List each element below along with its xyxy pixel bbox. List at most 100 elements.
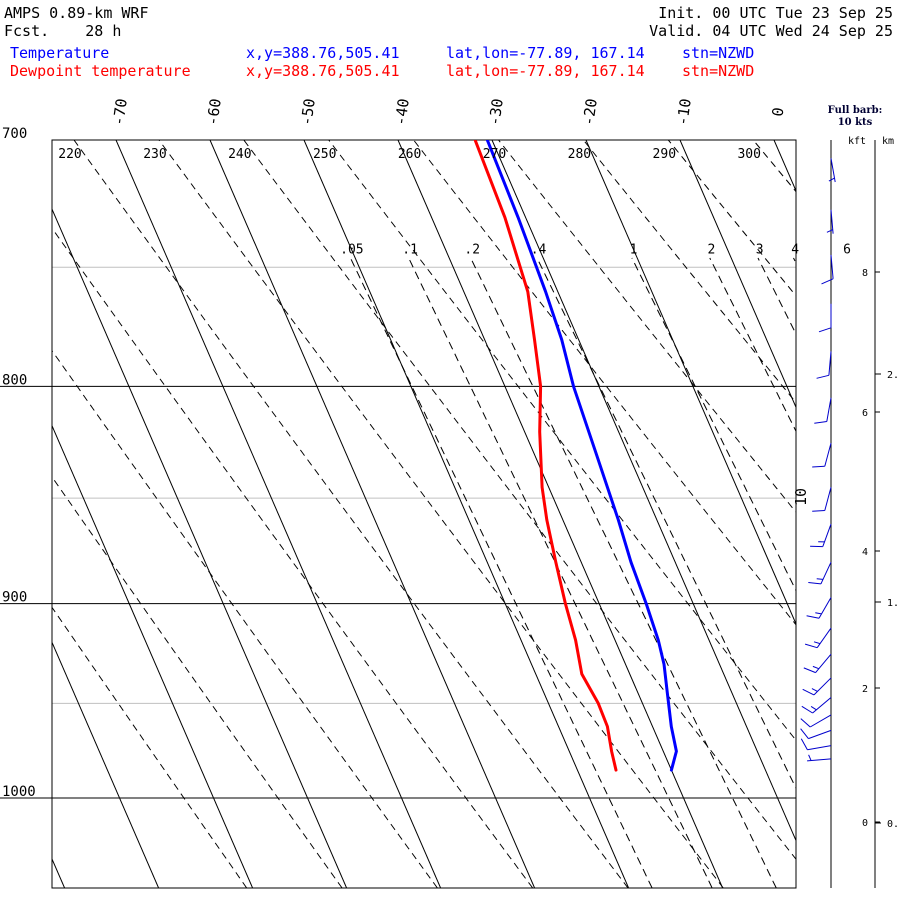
- isotherm-10: [868, 140, 900, 888]
- wind-barb: [803, 653, 832, 674]
- dry-adiabat-290: [667, 140, 796, 297]
- dry-adiabat-200: [52, 349, 438, 888]
- adiabat-label-290: 290: [653, 147, 676, 162]
- isotherm--60: [209, 140, 536, 888]
- adiabat-label-300: 300: [737, 147, 760, 162]
- fcst-value: 28 h: [85, 22, 122, 40]
- wind-barb-full-flag: [814, 421, 827, 424]
- mixing-ratio-line-3: [757, 257, 796, 336]
- dry-adiabats: [52, 140, 796, 888]
- valid-label: Valid.: [649, 22, 704, 40]
- wind-barb: [821, 254, 834, 285]
- legend-temperature-latlon: lat,lon=-77.89, 167.14: [446, 44, 645, 62]
- dry-adiabat-220: [73, 140, 629, 888]
- wind-barb-staff: [808, 729, 832, 740]
- wind-barb-full-flag: [800, 728, 809, 739]
- wind-barb-staff: [830, 254, 834, 279]
- mixing-ratio-line-.2: [470, 257, 777, 888]
- legend-temperature-xy: x,y=388.76,505.41: [246, 44, 400, 62]
- legend-dewpoint-name: Dewpoint temperature: [10, 62, 191, 80]
- forecast-hour: Fcst. 28 h: [4, 22, 121, 40]
- side-label: 10: [792, 488, 810, 506]
- wind-barb: [801, 697, 832, 714]
- adiabat-label-280: 280: [568, 147, 591, 162]
- dry-adiabat-300: [752, 140, 796, 193]
- wind-barb-full-flag: [812, 465, 825, 468]
- wind-barb-staff: [812, 697, 832, 714]
- dry-adiabat-230: [158, 140, 724, 888]
- wind-barb: [808, 561, 832, 585]
- isotherm--30: [491, 140, 796, 842]
- wind-barb-half-flag: [812, 665, 819, 670]
- wind-barb-full-flag: [800, 718, 811, 728]
- wind-barb: [828, 158, 836, 183]
- wind-barb-half-flag: [810, 705, 817, 711]
- wind-barb: [800, 738, 832, 751]
- wind-barb-staff: [813, 677, 832, 696]
- wind-barb-staff: [824, 487, 832, 511]
- mixing-ratio-label-1: 1: [630, 242, 638, 257]
- wind-barb: [804, 627, 832, 649]
- fcst-label: Fcst.: [4, 22, 50, 40]
- dry-adiabat-180: [52, 606, 248, 888]
- mixing-ratio-line-.4: [536, 257, 796, 790]
- kft-label: kft: [848, 136, 866, 147]
- kft-tick-label-0: 0: [862, 818, 868, 829]
- wind-barb-full-flag: [801, 705, 813, 714]
- isotherms: [52, 140, 900, 888]
- wind-barb-full-flag: [803, 667, 816, 674]
- isotherm--110: [52, 857, 66, 888]
- dewpoint-profile-line: [473, 140, 618, 772]
- mixing-ratio-label-6: 6: [843, 242, 851, 257]
- adiabat-label-220: 220: [58, 147, 81, 162]
- wind-barb: [818, 303, 832, 333]
- km-tick-label-0.: 0.: [887, 819, 899, 830]
- isotherm-label--60: -60: [203, 97, 225, 126]
- isotherm--50: [303, 140, 630, 888]
- isotherm-label--50: -50: [297, 97, 319, 126]
- mixing-ratio-label-3: 3: [756, 242, 764, 257]
- wind-barb-half-flag: [815, 612, 822, 615]
- light-isobars: [52, 266, 796, 704]
- wind-barb-half-flag: [813, 641, 821, 645]
- wind-barb-staff: [815, 653, 832, 673]
- km-tick-label-1.: 1.: [887, 598, 899, 609]
- wind-barb: [814, 397, 832, 424]
- wind-barb-staff: [818, 597, 832, 619]
- isotherm--70: [115, 140, 442, 888]
- wind-barb: [810, 523, 832, 548]
- wind-barb-staff: [828, 351, 832, 376]
- wind-barb-half-flag: [826, 229, 833, 233]
- isotherm-label--30: -30: [485, 97, 507, 126]
- barb-legend-subtitle: 10 kts: [838, 117, 873, 128]
- isotherm-label--10: -10: [673, 97, 695, 126]
- isotherm--40: [397, 140, 724, 888]
- pressure-label-700: 700: [2, 126, 27, 142]
- sounding-profiles: [473, 140, 678, 772]
- wind-barb: [800, 714, 832, 728]
- isotherm--90: [52, 424, 254, 888]
- km-label: km: [882, 136, 894, 147]
- mixing-ratio-line-.1: [408, 257, 713, 888]
- adiabat-label-260: 260: [398, 147, 421, 162]
- wind-barb: [812, 442, 832, 468]
- mixing-ratio-line-6: [845, 258, 900, 888]
- mixing-ratio-label-.1: .1: [402, 242, 418, 257]
- wind-barb: [800, 728, 832, 740]
- wind-barb-staff: [820, 561, 832, 585]
- wind-barb: [806, 597, 832, 619]
- legend-dewpoint-xy: x,y=388.76,505.41: [246, 62, 400, 80]
- wind-barb: [826, 209, 834, 234]
- pressure-label-1000: 1000: [2, 784, 36, 800]
- dry-adiabat-190: [52, 476, 343, 888]
- mixing-ratio-label-.2: .2: [464, 242, 480, 257]
- dry-adiabat-260: [413, 140, 796, 626]
- wind-barb-full-flag: [802, 688, 815, 696]
- legend-temperature-name: Temperature: [10, 44, 110, 62]
- valid-value: 04 UTC Wed 24 Sep 25: [712, 22, 893, 40]
- plot-frame: [51, 139, 797, 889]
- wind-barb-staff: [824, 442, 832, 467]
- wind-barb-staff: [809, 714, 832, 728]
